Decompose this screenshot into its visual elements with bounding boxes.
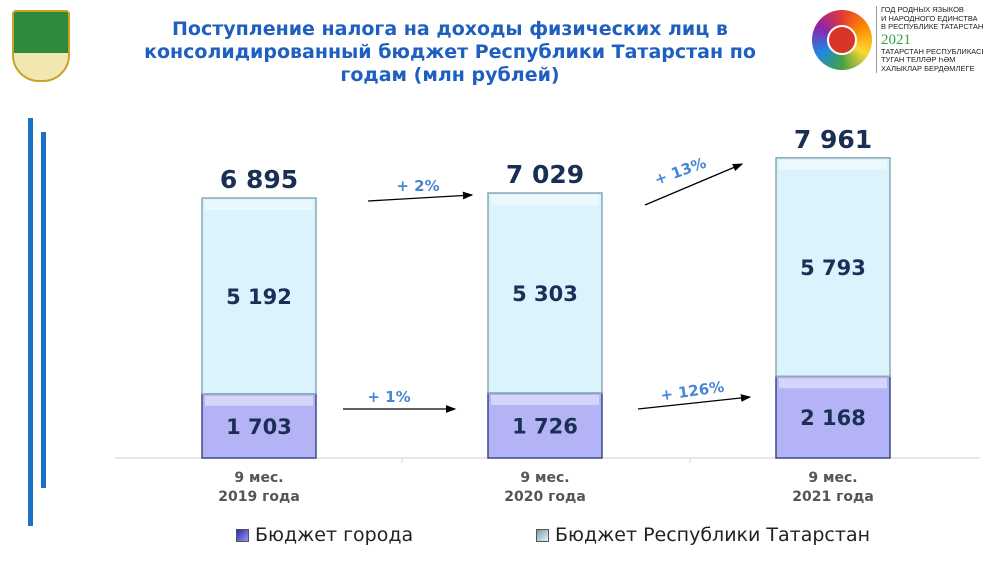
data-label: 1 726 bbox=[512, 414, 578, 438]
total-label: 7 961 bbox=[794, 125, 872, 154]
legend-swatch bbox=[236, 528, 249, 542]
logo-line: ХАЛЫКЛАР БЕРДӘМЛЕГЕ bbox=[881, 63, 975, 73]
data-label: 2 168 bbox=[800, 406, 866, 430]
legend-item-city: Бюджет города bbox=[236, 524, 413, 546]
bar-highlight bbox=[491, 195, 599, 206]
legend-label: Бюджет Республики Татарстан bbox=[555, 524, 871, 546]
logo-line: ГОД РОДНЫХ ЯЗЫКОВ bbox=[881, 5, 964, 14]
logo-line: ТУГАН ТЕЛЛӘР ҺӘМ bbox=[881, 55, 956, 64]
bar-highlight bbox=[205, 200, 313, 211]
logo-caption: ГОД РОДНЫХ ЯЗЫКОВ И НАРОДНОГО ЕДИНСТВА В… bbox=[876, 5, 983, 73]
page-title: Поступление налога на доходы физических … bbox=[144, 18, 756, 86]
bar-republic bbox=[487, 192, 603, 394]
bar-highlight bbox=[779, 378, 887, 389]
category-label: 9 мес. bbox=[808, 470, 857, 486]
growth-label: + 2% bbox=[396, 177, 439, 195]
data-label: 5 192 bbox=[226, 285, 292, 309]
data-label: 5 303 bbox=[512, 282, 578, 306]
data-label: 1 703 bbox=[226, 415, 292, 439]
legend-swatch bbox=[536, 528, 549, 542]
category-label: 9 мес. bbox=[234, 470, 283, 486]
growth-label: + 13% bbox=[652, 154, 709, 189]
total-label: 7 029 bbox=[506, 160, 584, 189]
bar-republic bbox=[775, 157, 891, 378]
category-label: 2021 года bbox=[792, 489, 874, 505]
growth-label: + 1% bbox=[367, 388, 410, 406]
logo-line: И НАРОДНОГО ЕДИНСТВА bbox=[881, 13, 978, 23]
bar-highlight bbox=[491, 394, 599, 405]
city-emblem bbox=[12, 10, 70, 82]
decor-line bbox=[28, 118, 33, 526]
decor-line bbox=[41, 132, 46, 488]
total-label: 6 895 bbox=[220, 165, 298, 194]
growth-arrow bbox=[637, 394, 752, 410]
year-of-languages-logo bbox=[812, 10, 872, 70]
logo-line: ТАТАРСТАН РЕСПУБЛИКАСЫНДА bbox=[881, 46, 983, 56]
bar-city bbox=[201, 393, 317, 459]
growth-arrow bbox=[367, 191, 474, 202]
bar-highlight bbox=[205, 395, 313, 406]
data-label: 5 793 bbox=[800, 256, 866, 280]
bar-city bbox=[487, 392, 603, 459]
legend-label: Бюджет города bbox=[255, 524, 414, 546]
bar-highlight bbox=[779, 159, 887, 170]
bar-republic bbox=[201, 197, 317, 395]
category-label: 2020 года bbox=[504, 489, 586, 505]
bar-city bbox=[775, 375, 891, 459]
growth-arrow bbox=[644, 163, 744, 206]
logo-year: 2021 bbox=[881, 31, 911, 48]
category-label: 2019 года bbox=[218, 489, 300, 505]
legend-item-republic: Бюджет Республики Татарстан bbox=[536, 524, 870, 546]
logo-line: В РЕСПУБЛИКЕ ТАТАРСТАН bbox=[881, 22, 983, 31]
category-label: 9 мес. bbox=[520, 470, 569, 486]
